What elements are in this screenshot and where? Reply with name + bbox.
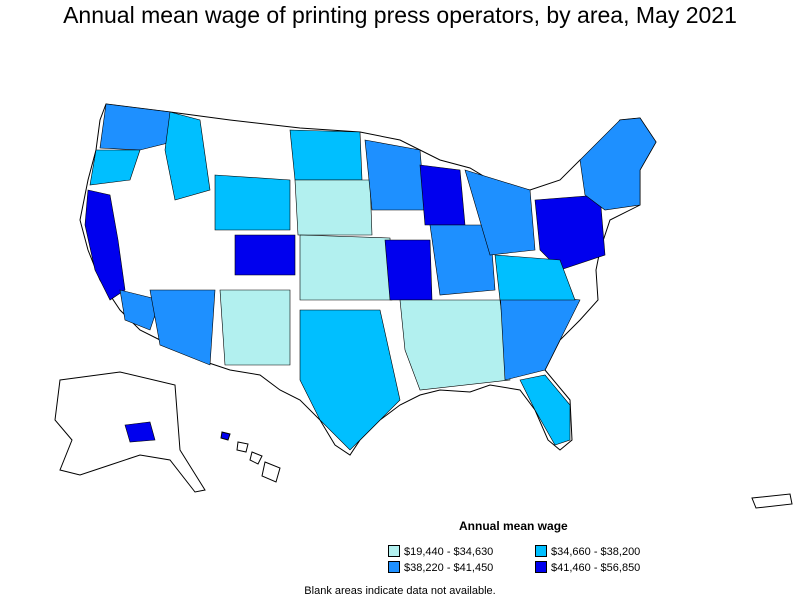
region-illinois-indiana bbox=[429, 224, 496, 296]
region-texas bbox=[299, 309, 401, 451]
legend-title: Annual mean wage bbox=[459, 519, 568, 533]
legend-item-3: $38,220 - $41,450 bbox=[388, 561, 493, 574]
region-minnesota bbox=[364, 139, 426, 211]
region-southern-california bbox=[119, 289, 161, 331]
region-ohio-michigan bbox=[464, 169, 536, 256]
region-appalachia bbox=[494, 254, 576, 301]
legend-swatch-4 bbox=[535, 561, 547, 573]
puerto-rico-outline bbox=[751, 493, 793, 509]
region-plains bbox=[299, 234, 393, 301]
legend-label-4: $41,460 - $56,850 bbox=[551, 562, 641, 574]
region-arizona bbox=[149, 289, 216, 366]
legend-swatch-1 bbox=[388, 545, 400, 557]
hawaii-outline bbox=[220, 431, 281, 483]
region-dakotas bbox=[294, 179, 373, 236]
legend-item-2: $34,660 - $38,200 bbox=[535, 545, 640, 558]
region-southeast bbox=[499, 289, 581, 381]
region-idaho bbox=[164, 111, 211, 201]
region-wisconsin bbox=[419, 164, 466, 226]
region-colorado bbox=[234, 234, 296, 276]
region-oregon-west bbox=[89, 149, 141, 186]
region-florida bbox=[519, 374, 571, 446]
legend-label-1: $19,440 - $34,630 bbox=[404, 546, 494, 558]
region-montana-east bbox=[289, 129, 363, 181]
footnote: Blank areas indicate data not available. bbox=[304, 585, 496, 597]
region-missouri bbox=[384, 239, 433, 301]
legend-item-1: $19,440 - $34,630 bbox=[388, 545, 493, 558]
region-wyoming bbox=[214, 174, 291, 231]
region-new-england bbox=[579, 117, 657, 211]
region-deep-south bbox=[399, 299, 511, 391]
map-title: Annual mean wage of printing press opera… bbox=[63, 2, 737, 28]
region-alaska-anchorage bbox=[124, 421, 156, 443]
legend-swatch-2 bbox=[535, 545, 547, 557]
region-california-coast bbox=[84, 189, 126, 301]
legend-item-4: $41,460 - $56,850 bbox=[535, 561, 640, 574]
legend-label-3: $38,220 - $41,450 bbox=[404, 562, 494, 574]
region-fills bbox=[84, 103, 657, 451]
region-pacific-northwest bbox=[99, 103, 181, 151]
legend-label-2: $34,660 - $38,200 bbox=[551, 546, 641, 558]
region-new-mexico bbox=[219, 289, 291, 366]
legend-swatch-3 bbox=[388, 561, 400, 573]
